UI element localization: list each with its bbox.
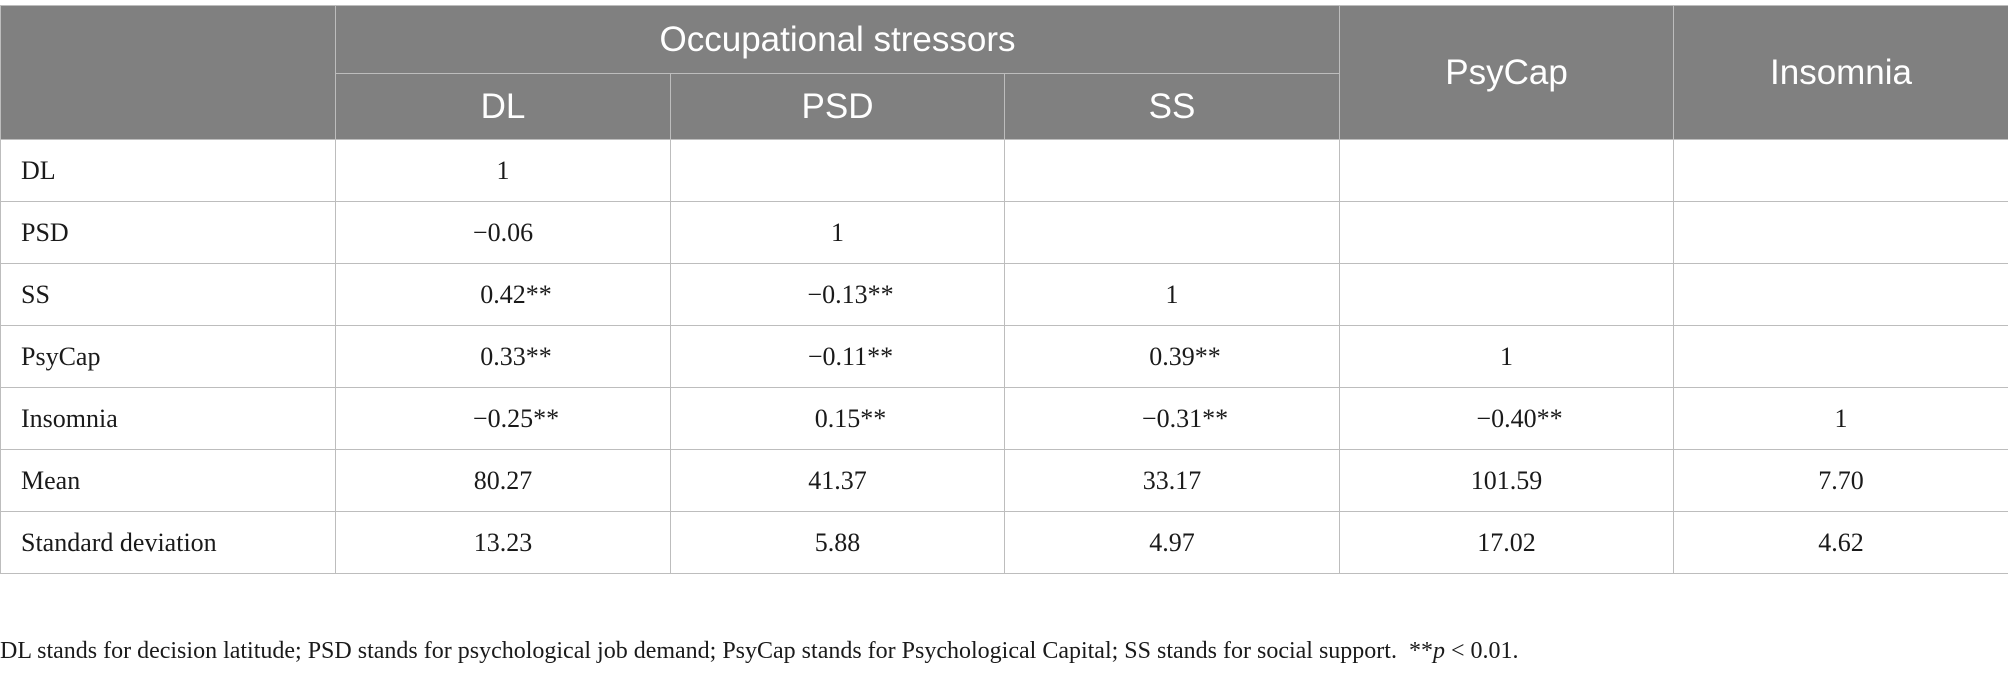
table-cell: −0.25 ** xyxy=(335,387,671,450)
table-cell: 7.70 xyxy=(1673,449,2008,512)
cell-value: 4.62 xyxy=(1818,527,1864,557)
table-cell: 1 xyxy=(1339,325,1675,388)
cell-value: −0.25 ** xyxy=(472,403,560,433)
header-dl: DL xyxy=(335,73,671,140)
cell-value: 41.37 xyxy=(808,465,867,495)
table-cell: −0.13 ** xyxy=(670,263,1005,326)
cell-value: −0.31 ** xyxy=(1141,403,1229,433)
table-cell xyxy=(1339,139,1675,202)
cell-value: 0.15 ** xyxy=(814,403,887,433)
table-header: Occupational stressors PsyCap Insomnia D… xyxy=(0,5,2008,140)
table-cell: −0.06 xyxy=(335,201,671,264)
cell-value: 13.23 xyxy=(473,527,533,557)
row-label: SS xyxy=(0,263,336,326)
row-label: PSD xyxy=(0,201,336,264)
table-cell: 13.23 xyxy=(335,511,671,574)
table-cell: −0.11 ** xyxy=(670,325,1005,388)
table-cell: 1 xyxy=(1003,263,1341,326)
table-cell: 0.15 ** xyxy=(670,387,1005,450)
significance-marker: ** xyxy=(525,279,552,309)
table-cell xyxy=(1673,139,2008,202)
table-cell xyxy=(1673,263,2008,326)
significance-marker: ** xyxy=(533,403,560,433)
table-cell xyxy=(1339,263,1675,326)
cell-value: 1 xyxy=(1834,403,1848,433)
table-cell: 1 xyxy=(1673,387,2008,450)
table-cell xyxy=(670,139,1005,202)
row-label: PsyCap xyxy=(0,325,336,388)
significance-marker: ** xyxy=(1536,403,1563,433)
significance-marker: ** xyxy=(1202,403,1229,433)
table-cell: 101.59 xyxy=(1339,449,1675,512)
header-psd: PSD xyxy=(670,73,1005,140)
significance-marker: ** xyxy=(525,341,552,371)
cell-value: −0.13 ** xyxy=(807,279,894,309)
table-row: PSD −0.06 1 xyxy=(0,201,2008,264)
table-row: Mean 80.27 41.37 33.17 101.59 7.70 xyxy=(0,449,2008,512)
row-label: Mean xyxy=(0,449,336,512)
cell-value: 1 xyxy=(831,217,844,247)
header-occupational-stressors: Occupational stressors xyxy=(334,5,1341,74)
table-cell: 4.62 xyxy=(1673,511,2008,574)
cell-value: 5.88 xyxy=(814,527,861,557)
cell-value: 0.42 ** xyxy=(480,279,552,309)
footnote-p-value: < 0.01. xyxy=(1444,638,1519,664)
correlation-table: Occupational stressors PsyCap Insomnia D… xyxy=(0,5,2008,574)
significance-marker: ** xyxy=(867,341,894,371)
table-cell xyxy=(1003,201,1341,264)
table-cell: 1 xyxy=(335,139,671,202)
row-label: DL xyxy=(0,139,336,202)
table-cell: 33.17 xyxy=(1003,449,1341,512)
table-cell: 1 xyxy=(670,201,1005,264)
footnote-stars: ** xyxy=(1408,638,1433,664)
cell-value: 101.59 xyxy=(1470,465,1543,495)
table-cell xyxy=(1673,325,2008,388)
cell-value: 17.02 xyxy=(1477,527,1536,557)
cell-value: 7.70 xyxy=(1818,465,1864,495)
cell-value: 1 xyxy=(1500,341,1514,371)
cell-value: −0.11 ** xyxy=(807,341,894,371)
table-row: Standard deviation 13.23 5.88 4.97 17.02 4.62 xyxy=(0,511,2008,574)
table-body: DL 1 PSD −0.06 1 SS 0.42 ** −0.13 ** 1 PsyCap 0.33 **… xyxy=(0,139,2008,574)
significance-marker: ** xyxy=(1194,341,1221,371)
cell-value: 0.33 ** xyxy=(480,341,552,371)
table-cell: 0.39 ** xyxy=(1003,325,1341,388)
header-psycap: PsyCap xyxy=(1339,5,1675,140)
table-cell xyxy=(1003,139,1341,202)
table-cell: 41.37 xyxy=(670,449,1005,512)
cell-value: −0.06 xyxy=(472,217,534,247)
table-cell: 0.33 ** xyxy=(335,325,671,388)
header-corner-cell xyxy=(0,5,336,140)
table-cell: 5.88 xyxy=(670,511,1005,574)
cell-value: 1 xyxy=(1165,279,1179,309)
cell-value: 33.17 xyxy=(1142,465,1202,495)
table-row: SS 0.42 ** −0.13 ** 1 xyxy=(0,263,2008,326)
table-cell xyxy=(1339,201,1675,264)
table-cell: −0.31 ** xyxy=(1003,387,1341,450)
footnote-text: DL stands for decision latitude; PSD sta… xyxy=(0,638,1397,664)
table-row: DL 1 xyxy=(0,139,2008,202)
header-ss: SS xyxy=(1003,73,1341,140)
table-cell: 4.97 xyxy=(1003,511,1341,574)
cell-value: 1 xyxy=(496,155,510,185)
table-row: PsyCap 0.33 ** −0.11 ** 0.39 ** 1 xyxy=(0,325,2008,388)
table-cell: 80.27 xyxy=(335,449,671,512)
significance-marker: ** xyxy=(860,403,887,433)
cell-value: 4.97 xyxy=(1149,527,1195,557)
table-row: Insomnia −0.25 ** 0.15 ** −0.31 ** −0.40 ** 1 xyxy=(0,387,2008,450)
table-footnote: DL stands for decision latitude; PSD sta… xyxy=(0,638,1519,665)
table-cell: 0.42 ** xyxy=(335,263,671,326)
cell-value: 0.39 ** xyxy=(1149,341,1221,371)
table-cell xyxy=(1673,201,2008,264)
table-cell: 17.02 xyxy=(1339,511,1675,574)
cell-value: −0.40 ** xyxy=(1476,403,1563,433)
significance-marker: ** xyxy=(867,279,894,309)
header-insomnia: Insomnia xyxy=(1673,5,2008,140)
cell-value: 80.27 xyxy=(473,465,533,495)
footnote-p-symbol: p xyxy=(1432,638,1445,664)
table-cell: −0.40 ** xyxy=(1339,387,1675,450)
row-label: Standard deviation xyxy=(0,511,336,574)
row-label: Insomnia xyxy=(0,387,336,450)
